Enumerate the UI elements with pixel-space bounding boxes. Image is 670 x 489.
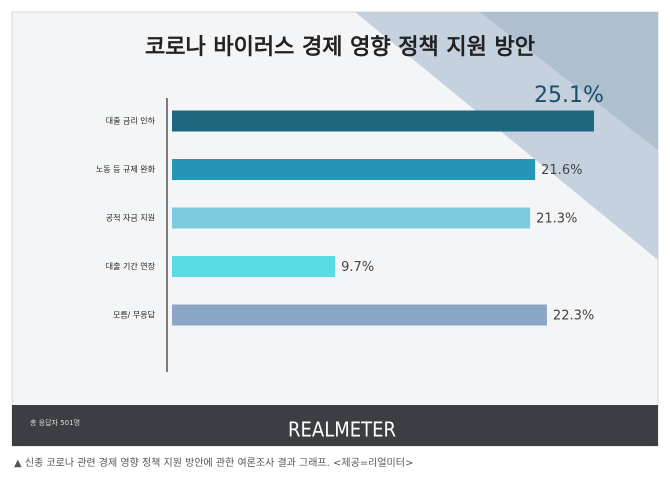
category-label: 모름/ 무응답 bbox=[113, 310, 156, 320]
bar bbox=[172, 207, 531, 229]
value-label: 25.1% bbox=[534, 83, 604, 108]
footer-band bbox=[12, 405, 658, 446]
value-label: 21.6% bbox=[541, 163, 582, 178]
chart-title: 코로나 바이러스 경제 영향 정책 지원 방안 bbox=[145, 35, 535, 60]
value-label: 9.7% bbox=[341, 260, 374, 275]
bar bbox=[172, 256, 336, 277]
value-label: 22.3% bbox=[553, 309, 594, 324]
brand: REALMETER bbox=[288, 418, 396, 442]
bar bbox=[172, 159, 536, 180]
category-label: 대출 기간 연장 bbox=[106, 261, 156, 271]
bar bbox=[172, 110, 594, 132]
category-label: 공적 자금 지원 bbox=[106, 213, 155, 223]
bar bbox=[172, 304, 547, 326]
caption: ▲ 신종 코로나 관련 경제 영향 정책 지원 방안에 관한 여론조사 결과 그… bbox=[14, 456, 413, 469]
value-label: 21.3% bbox=[536, 212, 577, 227]
decor bbox=[480, 12, 658, 150]
category-label: 대출 금리 인하 bbox=[106, 116, 156, 126]
category-label: 노동 등 규제 완화 bbox=[96, 165, 156, 174]
footer-note: 총 응답자 501명 bbox=[30, 418, 80, 427]
